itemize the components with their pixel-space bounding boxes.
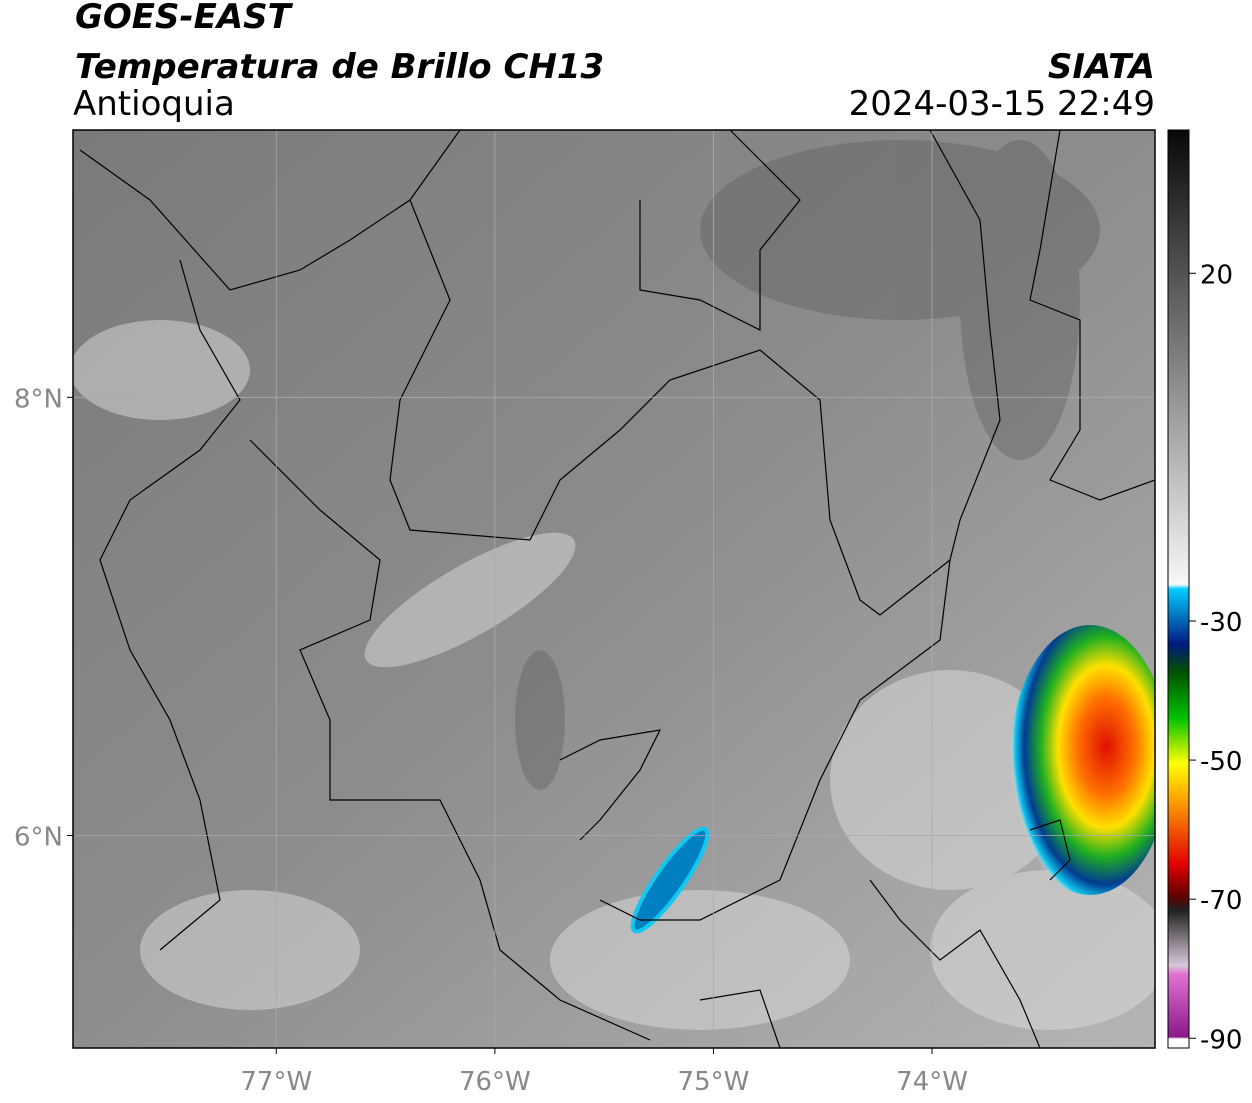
grid: 77°W 76°W 75°W 74°W 8°N 6°N	[14, 130, 1155, 1097]
y-tick-label: 8°N	[14, 384, 63, 414]
colorbar-tick-label: 20	[1200, 260, 1233, 290]
subtitle: Temperatura de Brillo CH13	[75, 47, 604, 87]
map-frame	[72, 129, 1156, 1049]
clouds	[73, 320, 1155, 1030]
x-tick-label: 74°W	[896, 1067, 968, 1097]
colorbar-tick-label: -70	[1200, 886, 1242, 916]
colorbar	[1167, 129, 1190, 1049]
dark-areas	[515, 140, 1100, 790]
small-cell	[630, 826, 710, 934]
title: GOES-EAST	[75, 0, 294, 37]
map-image	[73, 130, 1155, 1048]
header: GOES-EAST Temperatura de Brillo CH13 Ant…	[73, 0, 1155, 124]
datetime: 2024-03-15 22:49	[849, 84, 1155, 124]
x-tick-label: 77°W	[240, 1067, 312, 1097]
y-tick-label: 6°N	[14, 822, 63, 852]
borders	[79, 130, 1155, 1048]
storm-cell	[1010, 625, 1155, 895]
colorbar-tick-label: -50	[1200, 747, 1242, 777]
source: SIATA	[1048, 47, 1155, 87]
region: Antioquia	[73, 84, 235, 124]
colorbar-ticks: 20 -30 -50 -70 -90	[1189, 260, 1242, 1055]
colorbar-tick-label: -30	[1200, 608, 1242, 638]
colorbar-tick-label: -90	[1200, 1025, 1242, 1055]
x-tick-label: 76°W	[459, 1067, 531, 1097]
x-tick-label: 75°W	[678, 1067, 750, 1097]
